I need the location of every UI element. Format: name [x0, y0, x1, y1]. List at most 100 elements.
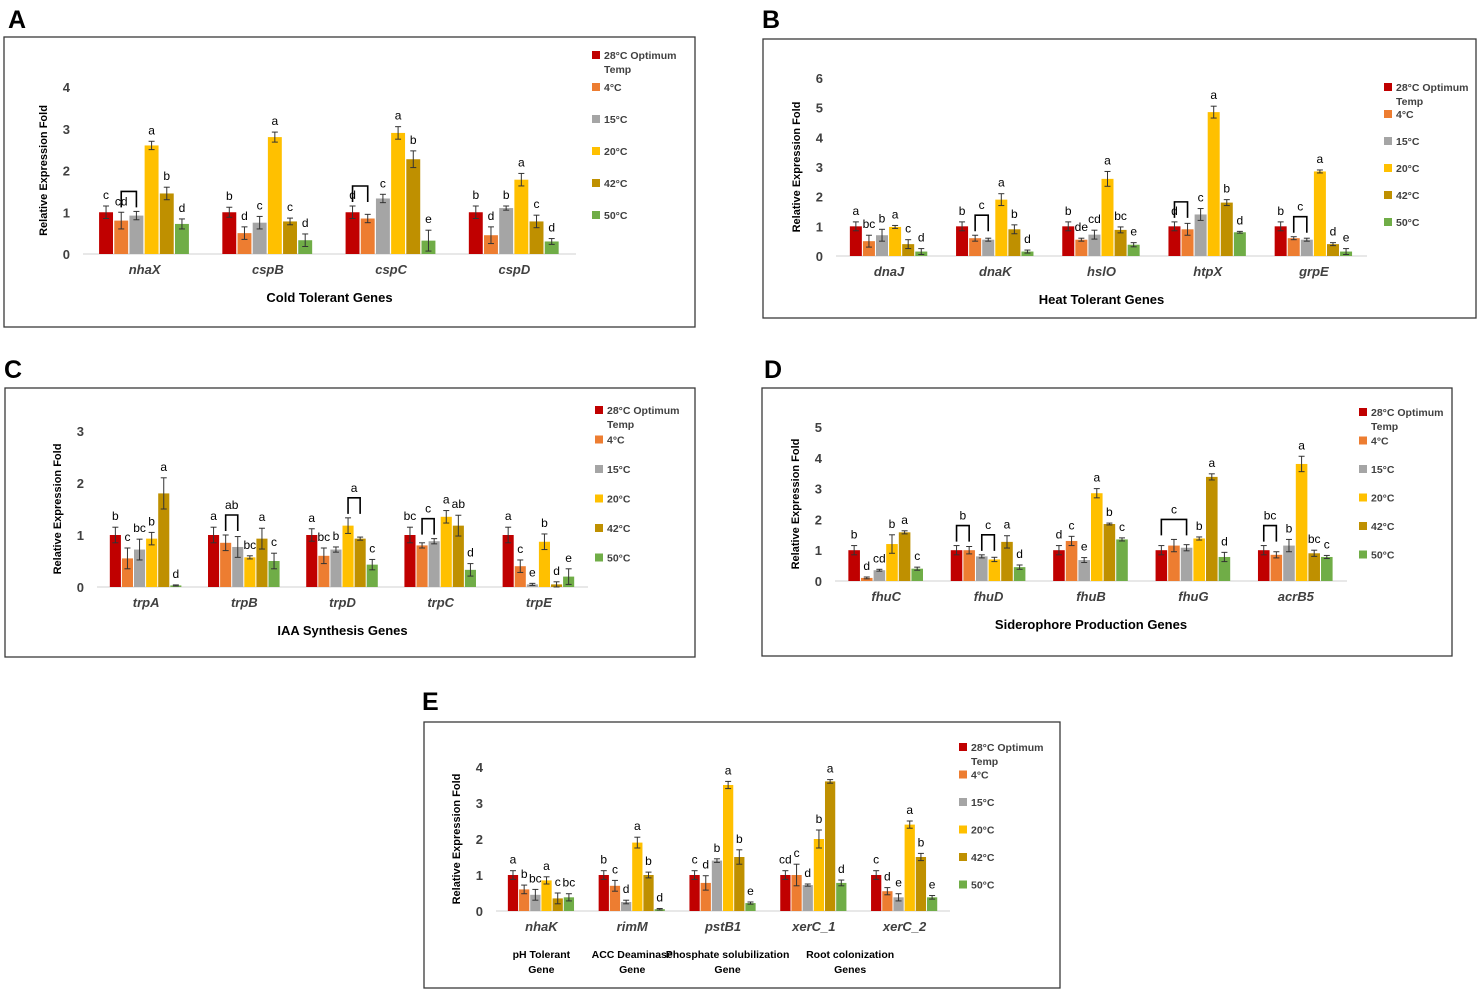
significance-letter: b: [226, 189, 233, 203]
y-tick-label: 0: [77, 580, 84, 595]
bar: [876, 235, 889, 256]
significance-bracket: [955, 524, 970, 542]
legend-swatch: [959, 825, 967, 834]
x-axis-label: Heat Tolerant Genes: [1039, 292, 1164, 307]
legend-swatch: [592, 179, 600, 187]
bar: [237, 233, 252, 254]
significance-letter: bc: [563, 876, 576, 890]
y-tick-label: 5: [816, 101, 823, 116]
bar: [158, 493, 170, 587]
significance-letter: c: [1171, 502, 1177, 516]
significance-letter: b: [918, 835, 925, 849]
significance-letter: d: [804, 866, 811, 880]
significance-letter: a: [505, 509, 512, 523]
significance-letter: d: [702, 858, 709, 872]
bar: [893, 897, 904, 911]
y-tick-label: 1: [815, 543, 822, 558]
bar: [711, 860, 723, 911]
y-tick-label: 3: [815, 482, 822, 497]
legend-swatch: [1359, 465, 1367, 473]
significance-letter: a: [210, 509, 217, 523]
significance-letter: b: [521, 867, 528, 881]
bar: [440, 516, 452, 587]
legend-label: 42°C: [607, 523, 631, 535]
bar: [886, 544, 898, 581]
legend-label: 20°C: [1396, 163, 1420, 175]
bar: [689, 875, 700, 911]
bar: [1321, 556, 1333, 581]
bar: [1021, 251, 1034, 256]
significance-letter: e: [565, 551, 572, 565]
bar: [1053, 550, 1065, 581]
legend-label: 50°C: [1371, 550, 1395, 562]
bar: [643, 875, 654, 911]
significance-bracket: [351, 185, 369, 202]
bar: [1101, 178, 1114, 256]
significance-letter: b: [112, 509, 119, 523]
bar: [1220, 202, 1233, 256]
y-tick-label: 4: [63, 80, 71, 95]
bar: [507, 875, 519, 911]
bar: [208, 535, 220, 587]
legend-label: 15°C: [1396, 136, 1420, 148]
bar: [514, 179, 529, 254]
category-group-label: Root colonization: [806, 949, 894, 961]
category-label: fhuB: [1076, 589, 1106, 604]
y-axis-label: Relative Expression Fold: [52, 444, 64, 575]
legend-label: 20°C: [1371, 493, 1395, 505]
bar: [848, 550, 860, 581]
legend-swatch: [1384, 110, 1392, 118]
category-group-label: Gene: [528, 964, 554, 976]
bar: [898, 532, 911, 581]
legend-label: 4°C: [1371, 436, 1389, 448]
legend-label: Temp: [604, 64, 631, 76]
legend-label: 28°C Optimum: [1396, 82, 1468, 94]
significance-letter: bc: [244, 538, 257, 552]
bar: [1065, 540, 1078, 581]
significance-letter: a: [827, 762, 834, 776]
significance-letter: d: [553, 564, 560, 578]
significance-letter: a: [901, 513, 908, 527]
y-tick-label: 1: [816, 219, 823, 234]
bar: [813, 839, 825, 911]
significance-letter: a: [892, 207, 899, 221]
bar: [220, 542, 232, 587]
significance-letter: b: [1286, 521, 1293, 535]
legend-swatch: [1384, 164, 1392, 172]
category-label: trpD: [329, 595, 356, 610]
bar: [975, 556, 988, 581]
significance-letter: b: [1196, 519, 1203, 533]
bar: [298, 240, 313, 254]
legend-label: 4°C: [607, 435, 625, 447]
legend-swatch: [1359, 522, 1367, 530]
significance-letter: e: [747, 884, 754, 898]
bar: [375, 198, 390, 254]
legend-swatch: [959, 880, 967, 889]
legend-label: 4°C: [604, 82, 622, 94]
bar: [1207, 112, 1220, 256]
bar: [1257, 550, 1270, 581]
bar: [404, 535, 416, 587]
legend-label: 28°C Optimum: [604, 50, 676, 62]
significance-letter: d: [1016, 547, 1023, 561]
significance-letter: e: [1081, 540, 1088, 554]
bar: [252, 222, 267, 254]
category-label: xerC_1: [791, 919, 835, 934]
significance-letter: bc: [318, 530, 331, 544]
y-tick-label: 1: [77, 528, 84, 543]
bar: [1287, 238, 1300, 256]
y-tick-label: 2: [476, 832, 483, 847]
significance-letter: e: [425, 212, 432, 226]
significance-letter: c: [794, 846, 800, 860]
significance-letter: b: [333, 529, 340, 543]
legend-label: 20°C: [604, 146, 628, 158]
y-tick-label: 4: [815, 451, 823, 466]
significance-letter: a: [634, 819, 641, 833]
y-tick-label: 3: [816, 160, 823, 175]
panel-letter: D: [764, 356, 782, 384]
significance-letter: d: [656, 890, 663, 904]
legend-swatch: [1359, 493, 1367, 502]
bar: [963, 550, 975, 581]
significance-letter: c: [1069, 518, 1075, 532]
